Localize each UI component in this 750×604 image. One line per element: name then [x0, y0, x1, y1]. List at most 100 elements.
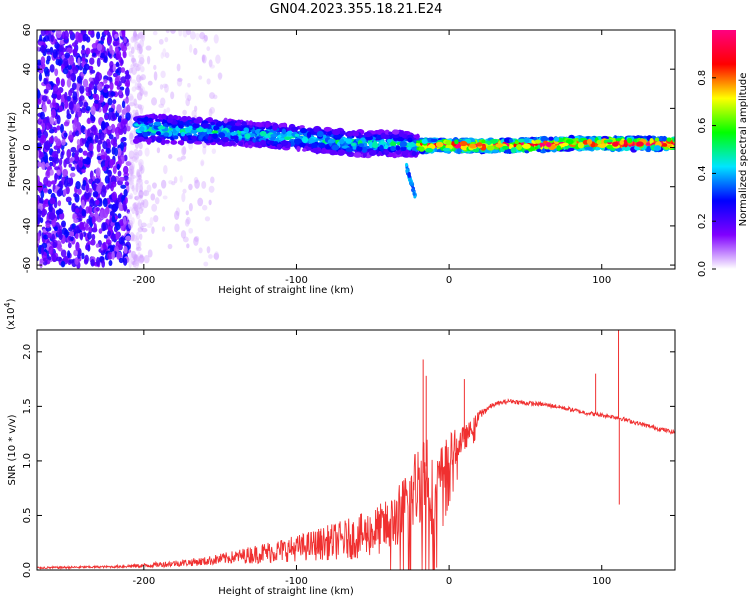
- spectrogram-cell: [248, 120, 254, 126]
- spectrogram-cell: [174, 223, 180, 233]
- spectrogram-cell: [66, 149, 72, 159]
- spectrogram-cell: [63, 132, 68, 138]
- spectrogram-cell: [133, 253, 139, 263]
- spectrogram-cell: [180, 230, 187, 239]
- spectrogram-cell: [87, 128, 91, 139]
- spectrogram-cell: [98, 228, 103, 234]
- spectrogram-cell: [45, 162, 49, 168]
- spectrogram-cell: [110, 138, 117, 146]
- spectrogram-cell: [104, 114, 109, 120]
- spectrogram-cell: [40, 44, 46, 54]
- spectrogram-cell: [145, 45, 152, 51]
- spectrogram-cell: [43, 77, 47, 85]
- spectrogram-cell: [211, 130, 219, 134]
- spectrogram-cell: [64, 52, 71, 59]
- spectrogram-cell: [137, 104, 143, 110]
- spectrogram-cell: [255, 136, 261, 143]
- spectrogram-cell: [646, 145, 652, 153]
- spectrogram-cell: [87, 117, 91, 124]
- spectrogram-cell: [167, 243, 173, 250]
- spectrogram-cell: [126, 209, 130, 214]
- spectrogram-cell: [605, 139, 613, 143]
- spectrogram-cell: [139, 253, 144, 259]
- spectrogram-cell: [181, 146, 187, 156]
- spectrogram-cell: [49, 169, 54, 176]
- bottom-x-tick-label: -100: [285, 576, 308, 587]
- spectrogram-cell: [40, 56, 46, 66]
- spectrogram-cell: [127, 177, 134, 186]
- spectrogram-cell: [606, 144, 614, 149]
- spectrogram-cell: [408, 177, 412, 182]
- spectrogram-cell: [584, 146, 593, 150]
- spectrogram-cell: [97, 82, 103, 92]
- spectrogram-cell: [44, 154, 49, 163]
- top-x-tick-label: 100: [592, 275, 611, 286]
- spectrogram-cell: [120, 76, 127, 84]
- spectrogram-cell: [105, 155, 110, 162]
- spectrogram-cell: [58, 45, 64, 52]
- spectrogram-cell: [86, 136, 93, 142]
- spectrogram-cell: [122, 200, 126, 209]
- spectrogram-cell: [146, 139, 152, 145]
- spectrogram-cell: [37, 150, 40, 159]
- spectrogram-cell: [132, 201, 139, 208]
- spectrogram-cell: [62, 168, 69, 177]
- spectrogram-cell: [290, 126, 299, 132]
- spectrogram-cell: [168, 180, 173, 185]
- spectrogram-cell: [351, 142, 356, 147]
- spectrogram-cell: [182, 236, 189, 243]
- spectrogram-cell: [63, 121, 70, 127]
- spectrogram-cell: [111, 191, 118, 201]
- spectrogram-cell: [196, 127, 205, 133]
- spectrogram-cell: [49, 161, 54, 167]
- spectrogram-cell: [299, 142, 306, 147]
- spectrogram-cell: [65, 186, 70, 195]
- spectrogram-cell: [125, 235, 132, 241]
- spectrogram-cell: [280, 140, 289, 147]
- spectrogram-cell: [66, 78, 72, 88]
- spectrogram-cell: [41, 161, 46, 171]
- spectrogram-cell: [107, 226, 113, 231]
- spectrogram-cell: [56, 169, 61, 176]
- spectrogram-cell: [218, 132, 226, 139]
- spectrogram-cell: [176, 63, 181, 72]
- spectrogram-cell: [126, 42, 132, 50]
- spectrogram-cell: [180, 115, 189, 122]
- spectrogram-cell: [38, 72, 43, 82]
- spectrogram-cell: [213, 34, 219, 44]
- spectrogram-cell: [140, 203, 145, 212]
- spectrogram-cell: [155, 131, 161, 136]
- spectrogram-cell: [265, 122, 270, 128]
- spectrogram-cell: [62, 67, 69, 75]
- top-y-tick-label: -60: [22, 257, 33, 273]
- spectrogram-cell: [83, 63, 90, 71]
- spectrogram-cell: [95, 199, 100, 206]
- spectrogram-cell: [130, 63, 134, 70]
- spectrogram-cell: [103, 234, 108, 239]
- spectrogram-cell: [46, 55, 51, 62]
- spectrogram-cell: [153, 121, 162, 126]
- spectrogram-cell: [81, 44, 85, 51]
- spectrogram-cell: [536, 148, 542, 153]
- spectrogram-cell: [63, 30, 69, 40]
- spectrogram-cell: [128, 50, 133, 58]
- spectrogram-cell: [517, 138, 526, 143]
- spectrogram-cell: [134, 196, 139, 201]
- spectrogram-cell: [51, 218, 57, 228]
- spectrogram-cell: [459, 140, 468, 147]
- spectrogram-cell: [162, 195, 168, 200]
- spectrogram-cell: [136, 202, 142, 209]
- spectrogram-cell: [325, 148, 330, 154]
- spectrogram-cell: [81, 168, 86, 174]
- spectrogram-cell: [132, 35, 139, 43]
- spectrogram-cell: [46, 169, 50, 177]
- spectrogram-cell: [181, 155, 186, 160]
- spectrogram-cell: [213, 252, 219, 260]
- spectrogram-cell: [50, 34, 54, 43]
- spectrogram-cell: [131, 260, 137, 266]
- spectrogram-cell: [138, 31, 145, 40]
- spectrogram-cell: [133, 98, 137, 107]
- spectrogram-cell: [118, 236, 125, 245]
- spectrogram-cell: [96, 143, 101, 153]
- spectrogram-cell: [138, 255, 145, 263]
